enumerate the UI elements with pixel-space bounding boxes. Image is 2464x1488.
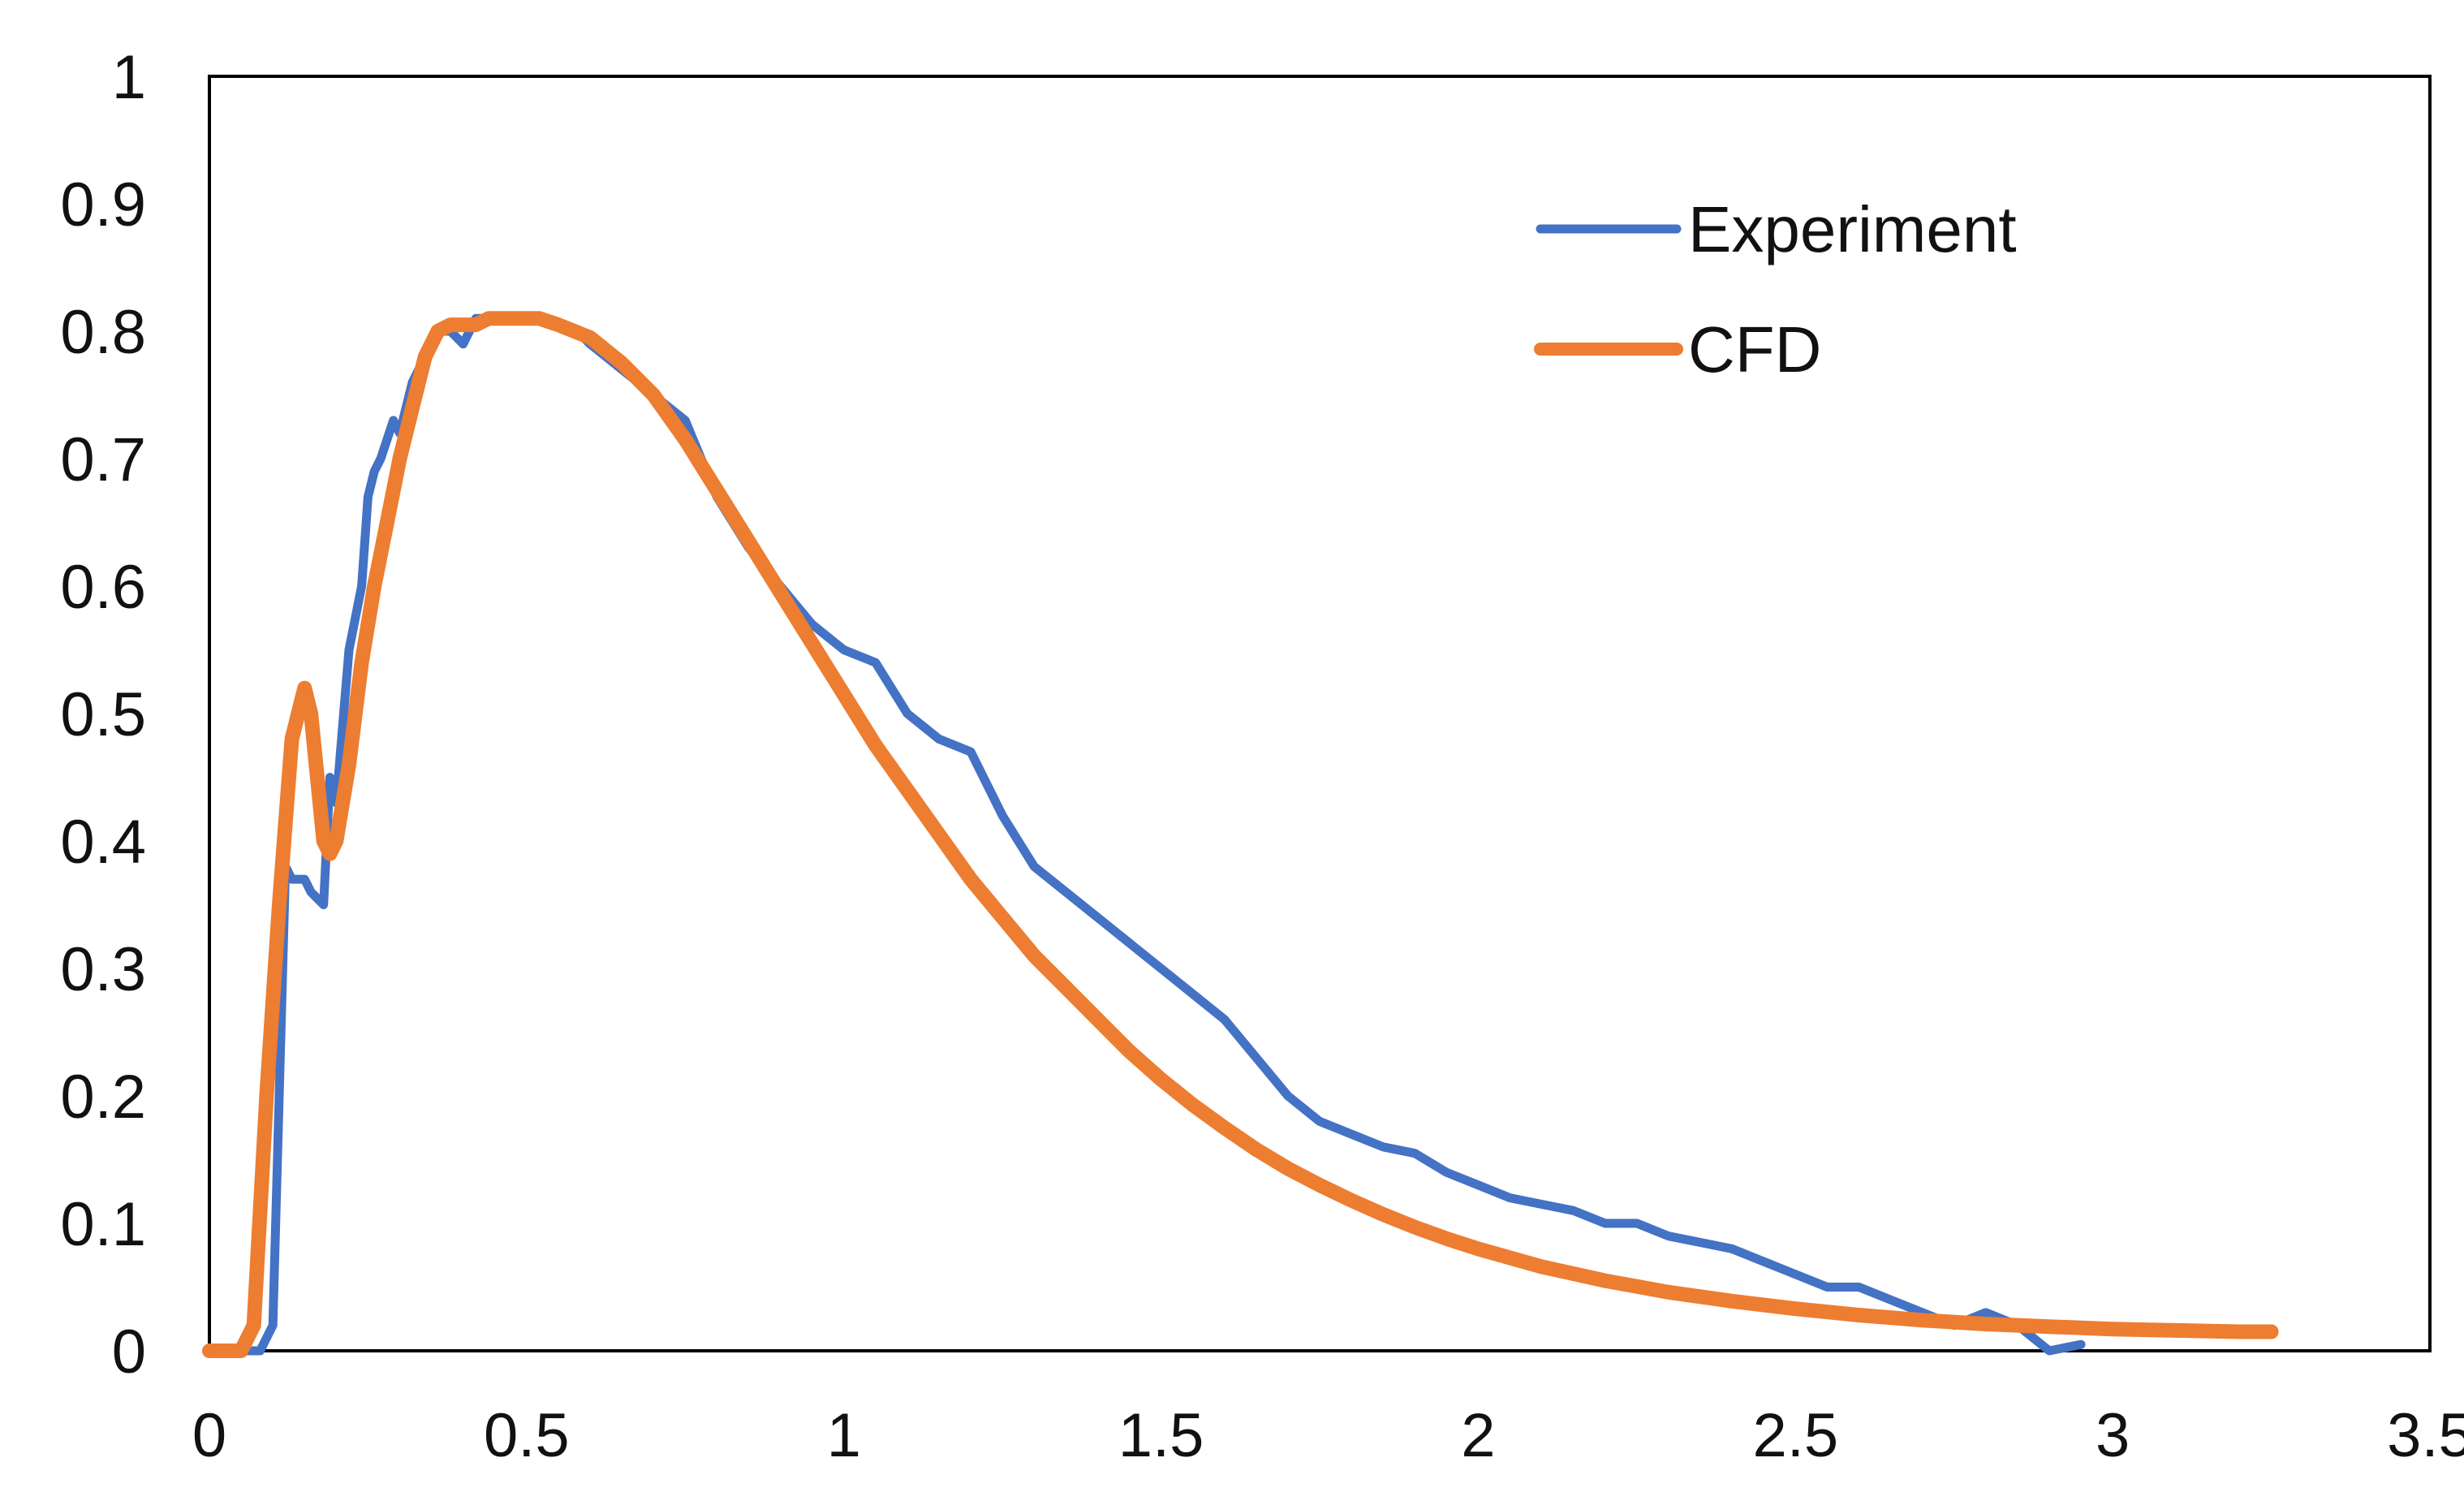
x-tick-label: 2 <box>1461 1401 1495 1470</box>
series-layer <box>202 311 2279 1358</box>
x-tick-label: 3.5 <box>2387 1401 2464 1470</box>
x-tick-label: 1 <box>827 1401 861 1470</box>
x-axis-tick-labels: 0 0.5 1 1.5 2 2.5 3 3.5 <box>192 1401 2464 1470</box>
legend-label-experiment: Experiment <box>1688 193 2017 265</box>
y-tick-label: 0.9 <box>60 170 146 239</box>
y-tick-label: 0.4 <box>60 808 146 877</box>
y-tick-label: 0.5 <box>60 680 146 749</box>
y-axis-tick-labels: 0 0.1 0.2 0.3 0.4 0.5 0.6 0.7 0.8 0.9 1 <box>60 43 146 1387</box>
y-tick-label: 0.1 <box>60 1190 146 1259</box>
y-tick-label: 0.2 <box>60 1063 146 1132</box>
y-tick-label: 0.7 <box>60 425 146 494</box>
legend-label-cfd: CFD <box>1688 313 1821 386</box>
x-tick-label: 0 <box>192 1401 226 1470</box>
x-tick-label: 2.5 <box>1752 1401 1838 1470</box>
y-tick-label: 0 <box>112 1318 146 1387</box>
y-tick-label: 1 <box>112 43 146 112</box>
series-line-experiment <box>205 313 2086 1356</box>
legend: Experiment CFD <box>1534 193 2017 386</box>
x-tick-label: 0.5 <box>484 1401 570 1470</box>
x-tick-label: 1.5 <box>1118 1401 1204 1470</box>
y-tick-label: 0.3 <box>60 935 146 1004</box>
series-line-cfd <box>202 311 2279 1358</box>
y-tick-label: 0.8 <box>60 298 146 367</box>
x-tick-label: 3 <box>2096 1401 2130 1470</box>
y-tick-label: 0.6 <box>60 553 146 622</box>
plot-area-frame <box>208 75 2432 1352</box>
